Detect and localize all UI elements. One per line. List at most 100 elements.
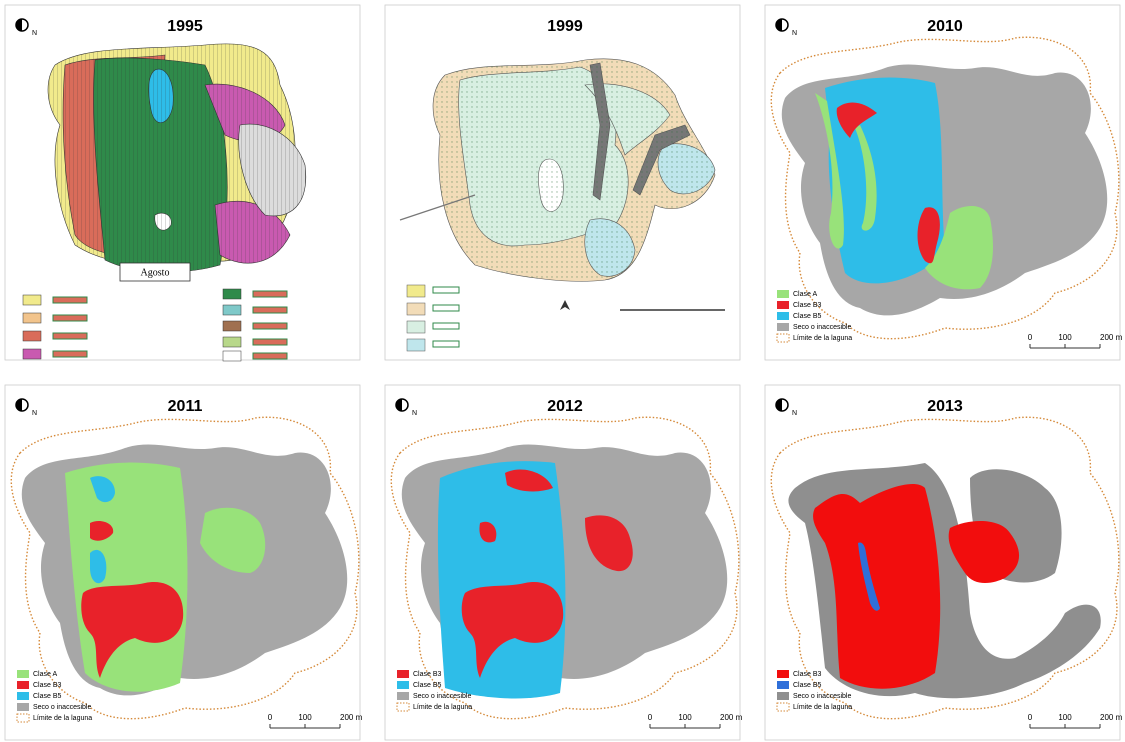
- legend-swatch: [777, 692, 789, 700]
- map-panel: 2012 N Clase B3 Clase B5 Seco o inaccesible L…: [384, 384, 743, 741]
- north-label: N: [32, 30, 37, 37]
- legend-swatch: [397, 692, 409, 700]
- legend-swatch: [17, 692, 29, 700]
- legend-swatch: [776, 702, 790, 712]
- scale-label: 100: [1058, 713, 1072, 722]
- scale-label: 200 m: [1100, 333, 1123, 342]
- class-area: [200, 507, 266, 573]
- class-area: [505, 469, 553, 492]
- class-area: [461, 582, 564, 678]
- legend-label: Clase B3: [793, 671, 822, 678]
- map: [47, 43, 307, 273]
- north-label: N: [32, 410, 37, 417]
- class-area: [948, 521, 1020, 583]
- legend-swatch: [396, 702, 410, 712]
- legend-swatch: [406, 338, 426, 352]
- stippling: [458, 67, 629, 246]
- annotation-box: [119, 262, 191, 282]
- map-panel: 2010 N Clase A Clase B3 Clase B5 Seco o inacc…: [764, 4, 1123, 361]
- class-area: [815, 93, 844, 249]
- legend-swatch: [777, 681, 789, 689]
- legend-label: Clase B5: [413, 682, 442, 689]
- panel-title: 1995: [167, 18, 203, 35]
- legend-label: Seco o inaccesible: [33, 704, 91, 711]
- north-icon-half: [16, 19, 22, 31]
- scale-label: 100: [678, 713, 692, 722]
- legend-label: Clase A: [33, 671, 57, 678]
- map: [10, 416, 360, 720]
- legend-swatch: [406, 302, 426, 316]
- legend-swatch: [777, 323, 789, 331]
- legend-pattern: [252, 306, 288, 314]
- hatching: [154, 213, 172, 231]
- map: [770, 416, 1120, 720]
- class-area: [90, 521, 114, 541]
- legend-label: Límite de la laguna: [793, 335, 852, 342]
- north-arrow: [560, 300, 570, 310]
- scale-label: 0: [268, 713, 273, 722]
- pipe: [399, 194, 476, 221]
- legend-label: Límite de la laguna: [413, 704, 472, 711]
- legend-swatch: [222, 320, 242, 332]
- legend-swatch: [406, 284, 426, 298]
- stippling: [633, 125, 690, 195]
- scale-label: 100: [298, 713, 312, 722]
- legend-swatch: [22, 294, 42, 306]
- legend-pattern: [252, 338, 288, 346]
- lagoon-limit: [390, 416, 740, 720]
- legend-swatch: [17, 681, 29, 689]
- legend-swatch: [222, 304, 242, 316]
- hatching: [215, 201, 290, 264]
- legend-pattern: [252, 290, 288, 298]
- panel-title: 2010: [927, 18, 963, 35]
- legend-label: Clase B5: [793, 682, 822, 689]
- legend-swatch: [22, 348, 42, 360]
- legend-swatch: [406, 320, 426, 334]
- legend-swatch: [222, 336, 242, 348]
- legend-swatch: [16, 713, 30, 723]
- legend-label: Seco o inaccesible: [413, 693, 471, 700]
- scale-label: 200 m: [340, 713, 363, 722]
- map: [390, 416, 740, 720]
- north-icon-half: [776, 399, 782, 411]
- scale-label: 200 m: [720, 713, 743, 722]
- legend-pattern: [432, 304, 460, 312]
- legend-swatch: [222, 350, 242, 362]
- class-area: [925, 206, 993, 290]
- legend-swatch: [777, 301, 789, 309]
- legend-pattern: [432, 340, 460, 348]
- legend-swatch: [397, 670, 409, 678]
- legend-swatch: [22, 330, 42, 342]
- annotation: Agosto: [141, 267, 170, 278]
- panel-title: 2012: [547, 398, 583, 415]
- stippling: [658, 143, 715, 194]
- map-panel: 2013 N Clase B3 Clase B5 Seco o inaccesible L…: [764, 384, 1123, 741]
- legend-swatch: [777, 290, 789, 298]
- class-area: [90, 476, 115, 503]
- legend-swatch: [397, 681, 409, 689]
- legend-label: Clase B5: [793, 313, 822, 320]
- north-icon-half: [16, 399, 22, 411]
- lagoon-limit: [770, 416, 1120, 720]
- hatching: [148, 69, 174, 123]
- legend-swatch: [777, 670, 789, 678]
- panel-title: 2011: [168, 398, 203, 415]
- north-label: N: [792, 410, 797, 417]
- legend-label: Límite de la laguna: [793, 704, 852, 711]
- north-icon-half: [776, 19, 782, 31]
- class-area: [479, 521, 497, 543]
- legend-label: Clase A: [793, 291, 817, 298]
- panel-title: 2013: [927, 398, 963, 415]
- scale-label: 0: [1028, 333, 1033, 342]
- class-area: [585, 515, 633, 572]
- legend-label: Clase B3: [793, 302, 822, 309]
- class-area: [813, 483, 941, 689]
- scale-label: 100: [1058, 333, 1072, 342]
- legend-swatch: [17, 670, 29, 678]
- legend-swatch: [17, 703, 29, 711]
- north-label: N: [412, 410, 417, 417]
- map-panel: Agosto 1995 N: [4, 4, 361, 362]
- north-label: N: [792, 30, 797, 37]
- legend-label: Clase B3: [33, 682, 62, 689]
